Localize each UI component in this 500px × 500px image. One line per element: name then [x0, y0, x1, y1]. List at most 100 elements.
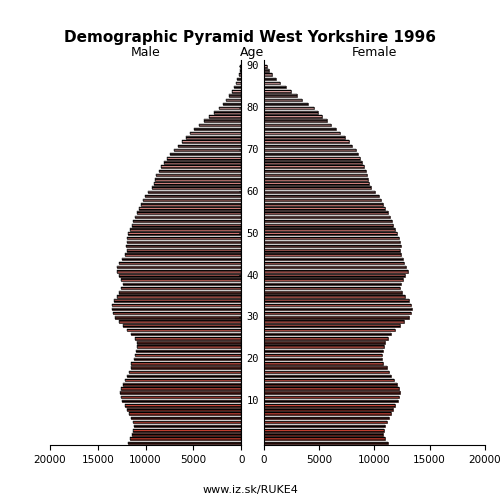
Bar [264, 258, 403, 260]
Bar [264, 429, 384, 432]
Bar [264, 120, 327, 122]
Bar [264, 186, 371, 189]
Bar [264, 383, 396, 386]
Bar [130, 370, 242, 373]
Bar [264, 420, 386, 423]
Bar [264, 245, 401, 248]
Bar [264, 86, 286, 88]
Bar [264, 140, 349, 143]
Bar [264, 333, 391, 336]
Bar [264, 270, 408, 272]
Title: Female: Female [352, 46, 397, 59]
Bar [234, 86, 241, 88]
Bar [264, 111, 318, 114]
Bar [121, 396, 242, 398]
Bar [137, 212, 242, 214]
Bar [264, 102, 308, 105]
Bar [264, 262, 404, 264]
Bar [264, 236, 398, 239]
Bar [264, 212, 388, 214]
Bar [238, 74, 242, 76]
Bar [264, 434, 383, 436]
Bar [264, 86, 286, 88]
Bar [134, 425, 242, 428]
Text: 20: 20 [246, 354, 259, 364]
Bar [178, 144, 242, 147]
Bar [119, 320, 242, 323]
Bar [238, 78, 242, 80]
Bar [152, 186, 242, 189]
Bar [264, 262, 404, 264]
Text: 50: 50 [246, 228, 259, 238]
Title: Age: Age [240, 46, 264, 59]
Bar [128, 442, 242, 444]
Bar [264, 249, 400, 252]
Bar [128, 328, 242, 331]
Bar [264, 254, 401, 256]
Bar [264, 438, 386, 440]
Bar [264, 358, 382, 360]
Bar [128, 442, 242, 444]
Bar [214, 111, 242, 114]
Bar [264, 157, 360, 160]
Bar [264, 274, 406, 277]
Bar [204, 120, 242, 122]
Bar [264, 400, 398, 402]
Bar [144, 194, 242, 198]
Bar [121, 387, 242, 390]
Bar [122, 383, 242, 386]
Bar [264, 287, 400, 290]
Bar [133, 220, 242, 222]
Bar [264, 278, 403, 281]
Bar [120, 392, 242, 394]
Bar [264, 442, 388, 444]
Text: 90: 90 [246, 62, 259, 72]
Bar [264, 404, 396, 406]
Bar [264, 341, 386, 344]
Bar [264, 190, 376, 193]
Bar [264, 379, 394, 382]
Bar [264, 170, 366, 172]
Bar [208, 115, 242, 117]
Bar [132, 434, 242, 436]
Bar [264, 370, 389, 373]
Bar [264, 266, 406, 268]
Bar [139, 208, 242, 210]
Bar [264, 328, 396, 331]
Bar [264, 136, 344, 138]
Bar [264, 241, 400, 244]
Bar [154, 182, 242, 184]
Bar [264, 128, 336, 130]
Bar [264, 220, 392, 222]
Bar [264, 308, 412, 310]
Bar [174, 148, 242, 151]
Bar [156, 174, 242, 176]
Bar [126, 374, 242, 377]
Bar [112, 304, 242, 306]
Bar [122, 383, 242, 386]
Bar [264, 370, 389, 373]
Bar [264, 258, 403, 260]
Bar [264, 236, 398, 239]
Bar [264, 69, 270, 71]
Bar [161, 166, 242, 168]
Bar [264, 396, 398, 398]
Bar [264, 228, 396, 230]
Bar [264, 111, 318, 114]
Bar [264, 69, 270, 71]
Bar [264, 232, 396, 235]
Bar [232, 90, 241, 92]
Bar [223, 102, 242, 105]
Bar [136, 350, 242, 352]
Bar [264, 174, 366, 176]
Bar [119, 320, 242, 323]
Bar [264, 324, 400, 327]
Bar [220, 107, 242, 110]
Bar [264, 124, 331, 126]
Bar [264, 128, 336, 130]
Bar [264, 300, 408, 302]
Bar [264, 379, 394, 382]
Bar [264, 107, 314, 110]
Bar [178, 144, 242, 147]
Bar [164, 162, 242, 164]
